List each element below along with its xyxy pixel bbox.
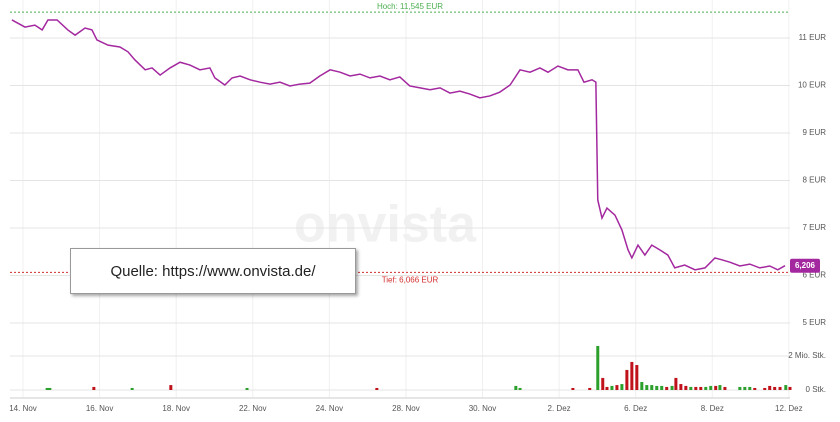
x-tick-label: 16. Nov <box>86 404 114 413</box>
volume-bar <box>670 385 674 390</box>
volume-bar <box>773 386 777 390</box>
watermark: onvista <box>294 196 477 254</box>
price-line <box>11 19 786 271</box>
volume-bar <box>748 386 752 390</box>
volume-bar <box>45 387 49 390</box>
low-label: Tief: 6,066 EUR <box>382 275 439 284</box>
volume-bar <box>92 386 96 390</box>
x-tick-label: 6. Dez <box>624 404 647 413</box>
x-tick-label: 22. Nov <box>239 404 267 413</box>
volume-bar <box>714 385 718 390</box>
volume-bar <box>788 386 792 390</box>
volume-bar <box>709 385 713 390</box>
volume-bar <box>596 345 600 390</box>
volume-bar <box>620 384 624 390</box>
volume-bar <box>48 387 52 390</box>
x-tick-label: 2. Dez <box>548 404 571 413</box>
y-tick-label: 11 EUR <box>799 33 827 42</box>
last-price-badge <box>790 258 820 273</box>
y-tick-label: 8 EUR <box>802 176 826 185</box>
volume-bar <box>650 385 654 390</box>
volume-bar <box>625 369 629 390</box>
y-tick-label: 5 EUR <box>802 318 826 327</box>
volume-bar <box>630 361 634 390</box>
volume-bar <box>763 387 767 390</box>
volume-bar <box>588 387 592 390</box>
y-tick-label: 7 EUR <box>802 223 826 232</box>
volume-bar <box>645 385 649 390</box>
volume-bar <box>245 387 249 390</box>
volume-bar <box>605 386 609 390</box>
volume-bar <box>738 386 742 390</box>
volume-bar <box>753 387 757 390</box>
volume-tick-label: 0 Stk. <box>806 385 826 394</box>
volume-bar <box>375 387 379 390</box>
volume-bar <box>679 384 683 390</box>
volume-bar <box>699 386 703 390</box>
volume-bar <box>704 386 708 390</box>
volume-bar <box>689 386 693 390</box>
volume-bar <box>674 377 678 390</box>
x-tick-label: 12. Dez <box>775 404 803 413</box>
y-tick-label: 10 EUR <box>798 81 826 90</box>
volume-bar <box>655 385 659 390</box>
volume-bar <box>778 386 782 390</box>
x-tick-label: 14. Nov <box>9 404 37 413</box>
x-tick-label: 30. Nov <box>469 404 497 413</box>
volume-bar <box>635 365 639 390</box>
x-tick-label: 18. Nov <box>162 404 190 413</box>
volume-tick-label: 2 Mio. Stk. <box>788 351 826 360</box>
source-note: Quelle: https://www.onvista.de/ <box>70 248 356 294</box>
volume-bar <box>743 386 747 390</box>
volume-bar <box>784 385 788 390</box>
volume-bar <box>615 385 619 390</box>
volume-bar <box>571 387 575 390</box>
y-tick-label: 6 EUR <box>802 271 826 280</box>
volume-bar <box>514 385 518 390</box>
volume-bar <box>723 386 727 390</box>
volume-bar <box>684 385 688 390</box>
last-price-label: 6,206 <box>795 261 816 270</box>
volume-bar <box>768 385 772 390</box>
y-tick-label: 9 EUR <box>802 128 826 137</box>
volume-bar <box>640 382 644 390</box>
volume-bar <box>518 387 522 390</box>
x-tick-label: 28. Nov <box>392 404 420 413</box>
volume-bar <box>694 386 698 390</box>
high-label: Hoch: 11,545 EUR <box>377 2 443 11</box>
x-tick-label: 24. Nov <box>316 404 344 413</box>
volume-bar <box>130 387 134 390</box>
volume-bar <box>665 386 669 390</box>
volume-bar <box>169 385 173 390</box>
volume-bar <box>660 385 664 390</box>
volume-bar <box>718 385 722 390</box>
volume-bar <box>610 385 614 390</box>
volume-bar <box>601 377 605 390</box>
x-tick-label: 8. Dez <box>701 404 724 413</box>
